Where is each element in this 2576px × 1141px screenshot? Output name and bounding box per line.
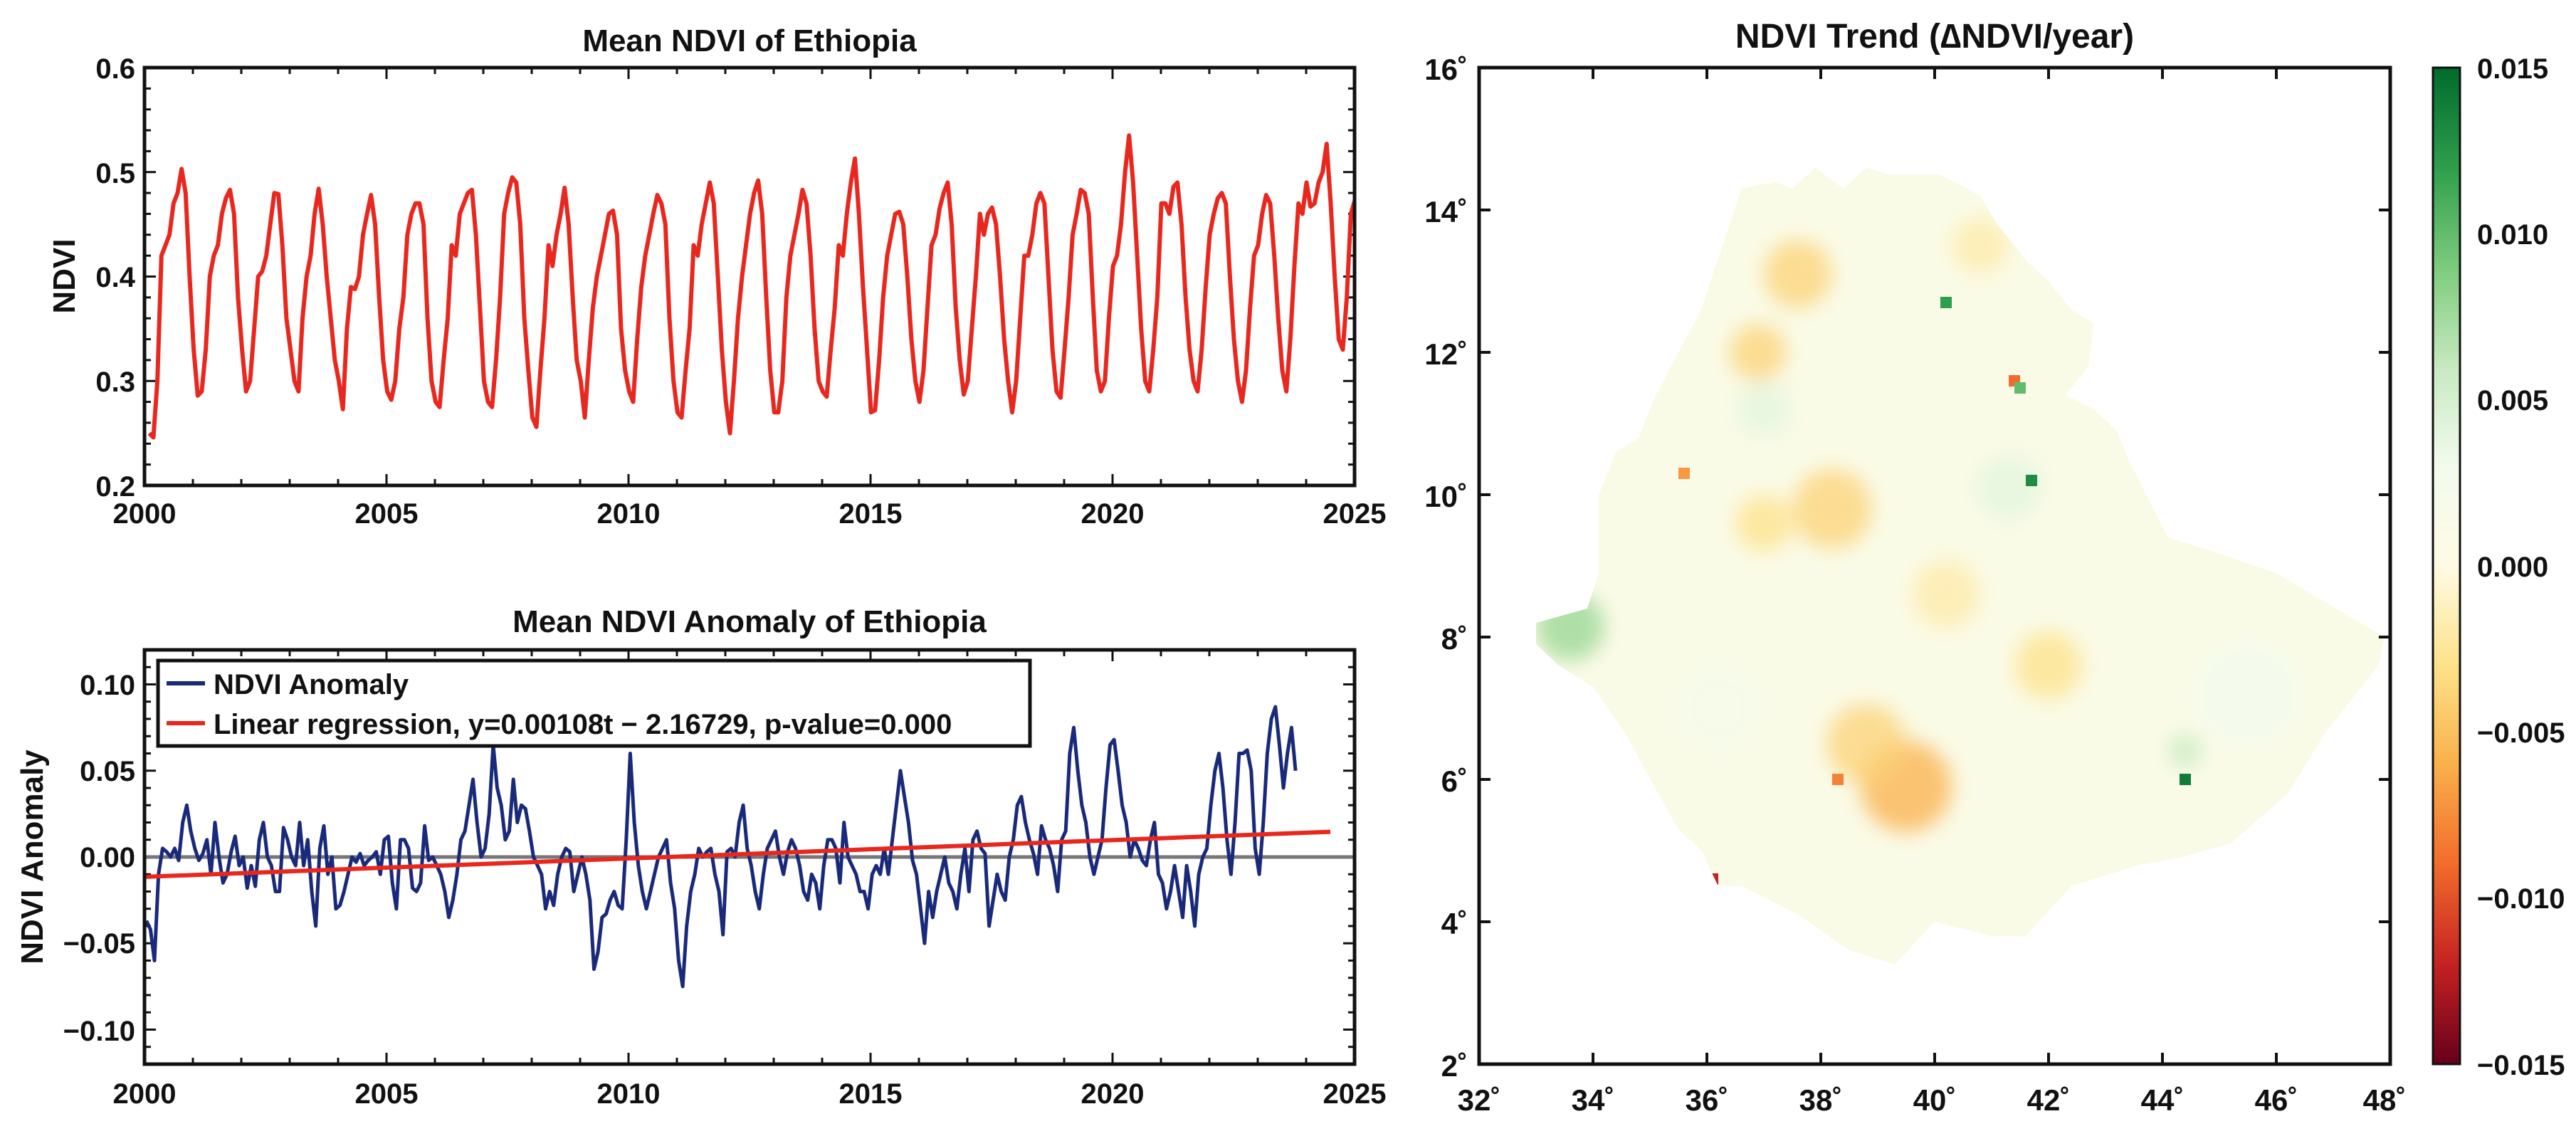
trend-hotspot (1975, 453, 2043, 522)
trend-hotspot (1735, 381, 1792, 438)
anomaly-y-tick-label: −0.05 (63, 928, 135, 959)
trend-pixel-spot (1832, 774, 1844, 785)
trend-pixel-spot (1707, 873, 1718, 885)
trend-x-tick-label: 34˚ (1572, 1083, 1615, 1117)
anomaly-x-tick-label: 2010 (597, 1078, 661, 1110)
trend-y-tick-label: 4˚ (1441, 907, 1468, 940)
colorbar: 0.015 0.010 0.005 0.000 −0.005 −0.010 −0… (2432, 53, 2565, 1081)
ndvi-plot-frame (142, 65, 1357, 488)
trend-hotspot (1952, 217, 2009, 274)
legend-label-regression: Linear regression, y=0.00108t − 2.16729,… (214, 709, 952, 740)
trend-x-tick-label: 46˚ (2255, 1083, 2298, 1117)
trend-map-frame (1477, 65, 2392, 1066)
colorbar-tick-label: 0.000 (2477, 552, 2548, 583)
anomaly-series-line (144, 705, 1298, 989)
ndvi-chart-title: Mean NDVI of Ethiopia (582, 23, 917, 58)
trend-hotspot (2014, 631, 2083, 700)
trend-hotspot (1673, 663, 1764, 754)
anomaly-y-tick-label: −0.10 (63, 1016, 135, 1047)
trend-x-tick-labels: 32˚ 34˚ 36˚ 38˚ 40˚ 42˚ 44˚ 46˚ 48˚ (1458, 1083, 2407, 1117)
colorbar-tick-label: −0.010 (2477, 883, 2565, 915)
colorbar-gradient (2432, 66, 2461, 1066)
ndvi-y-tick-label: 0.4 (95, 262, 135, 293)
colorbar-tick-label: −0.015 (2477, 1050, 2565, 1081)
trend-map: NDVI Trend (∆NDVI/year) 2˚ 4˚ 6˚ 8˚ 10˚ … (1424, 18, 2406, 1117)
anomaly-y-tick-label: 0.10 (80, 670, 135, 701)
trend-pixel-spot (2014, 382, 2026, 394)
trend-pixel-spot (2180, 774, 2191, 785)
colorbar-tick-label: −0.005 (2477, 717, 2565, 749)
trend-map-title: NDVI Trend (∆NDVI/year) (1735, 18, 2134, 56)
legend-label-anomaly: NDVI Anomaly (214, 669, 409, 700)
trend-hotspot (1536, 592, 1604, 661)
ndvi-y-tick-label: 0.6 (95, 53, 135, 85)
trend-x-tick-label: 32˚ (1458, 1083, 1501, 1117)
anomaly-x-tick-label: 2020 (1081, 1078, 1145, 1110)
anomaly-y-tick-labels: −0.10 −0.05 0.00 0.05 0.10 (63, 670, 135, 1047)
trend-hotspots (1536, 217, 2299, 832)
ndvi-x-tick-label: 2020 (1081, 498, 1145, 530)
ndvi-y-tick-label: 0.2 (95, 471, 135, 503)
trend-pixel-spot (2026, 475, 2037, 486)
trend-y-tick-label: 12˚ (1424, 337, 1468, 371)
anomaly-y-axis-label: NDVI Anomaly (15, 750, 50, 964)
trend-hotspot (1730, 324, 1787, 381)
ndvi-x-tick-label: 2000 (113, 498, 177, 530)
trend-x-tick-label: 42˚ (2027, 1083, 2071, 1117)
trend-hotspot (1735, 495, 1792, 552)
trend-pixel-spot (1940, 297, 1952, 308)
trend-hotspot (2197, 643, 2299, 745)
ndvi-chart: Mean NDVI of Ethiopia NDVI 0.2 0.3 0.4 0… (47, 23, 1386, 530)
ndvi-x-tick-label: 2025 (1323, 498, 1387, 530)
trend-y-tick-label: 2˚ (1441, 1049, 1468, 1083)
regression-line (144, 829, 1331, 879)
trend-y-tick-label: 14˚ (1424, 195, 1468, 228)
trend-y-tick-label: 10˚ (1424, 480, 1468, 513)
colorbar-tick-label: 0.005 (2477, 385, 2548, 416)
anomaly-x-tick-label: 2000 (113, 1078, 177, 1110)
ndvi-x-tick-label: 2010 (597, 498, 661, 530)
colorbar-tick-label: 0.010 (2477, 219, 2548, 251)
ndvi-x-tick-label: 2015 (839, 498, 903, 530)
trend-y-tick-label: 16˚ (1424, 53, 1468, 86)
anomaly-x-tick-label: 2025 (1323, 1078, 1387, 1110)
trend-x-tick-label: 36˚ (1686, 1083, 1729, 1117)
colorbar-tick-labels: 0.015 0.010 0.005 0.000 −0.005 −0.010 −0… (2477, 53, 2565, 1081)
anomaly-x-tick-labels: 2000 2005 2010 2015 2020 2025 (113, 1078, 1387, 1110)
trend-hotspot (1912, 560, 1980, 629)
anomaly-chart: Mean NDVI Anomaly of Ethiopia NDVI Anoma… (15, 604, 1386, 1110)
trend-y-tick-labels: 2˚ 4˚ 6˚ 8˚ 10˚ 12˚ 14˚ 16˚ (1424, 53, 1468, 1083)
ndvi-series-line (147, 133, 1355, 440)
trend-pixel-spot (1678, 468, 1690, 479)
anomaly-x-tick-label: 2005 (355, 1078, 419, 1110)
trend-x-tick-label: 44˚ (2141, 1083, 2185, 1117)
trend-hotspot (2168, 734, 2202, 768)
trend-x-tick-label: 40˚ (1913, 1083, 1957, 1117)
anomaly-y-tick-label: 0.00 (80, 842, 135, 873)
trend-hotspot (1826, 704, 1906, 784)
anomaly-legend: NDVI Anomaly Linear regression, y=0.0010… (156, 658, 1032, 748)
anomaly-x-tick-label: 2015 (839, 1078, 903, 1110)
ndvi-y-axis-label: NDVI (47, 238, 82, 313)
trend-hotspot (1792, 469, 1872, 549)
anomaly-plot-frame (142, 648, 1357, 1066)
trend-x-tick-label: 48˚ (2363, 1083, 2407, 1117)
ndvi-y-tick-labels: 0.2 0.3 0.4 0.5 0.6 (95, 53, 135, 503)
ndvi-y-tick-label: 0.5 (95, 158, 135, 189)
trend-y-tick-label: 8˚ (1441, 622, 1468, 656)
trend-hotspot (1764, 240, 1832, 308)
legend-box (156, 658, 1032, 748)
trend-map-canvas (1536, 167, 2385, 964)
trend-x-tick-label: 38˚ (1799, 1083, 1843, 1117)
ndvi-x-tick-label: 2005 (355, 498, 419, 530)
colorbar-tick-label: 0.015 (2477, 53, 2548, 85)
anomaly-y-tick-label: 0.05 (80, 756, 135, 787)
ndvi-x-tick-labels: 2000 2005 2010 2015 2020 2025 (113, 498, 1387, 530)
anomaly-chart-title: Mean NDVI Anomaly of Ethiopia (512, 604, 987, 639)
trend-y-tick-label: 6˚ (1441, 764, 1468, 798)
ndvi-y-tick-label: 0.3 (95, 367, 135, 398)
